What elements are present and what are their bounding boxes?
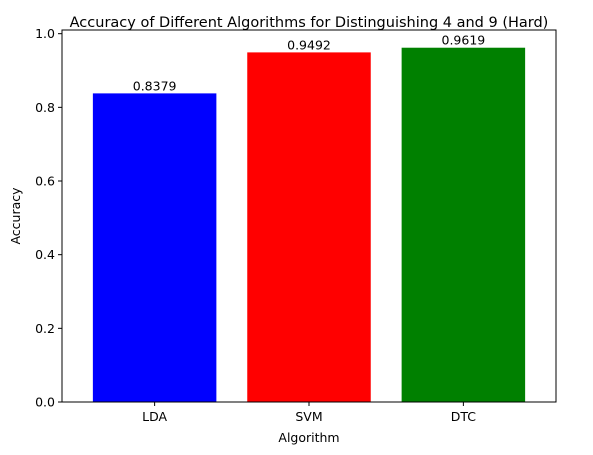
bars-layer: 0.8379 0.9492 0.9619 — [92, 33, 526, 403]
x-axis-label: Algorithm — [278, 430, 339, 445]
y-tick-label: 0.0 — [35, 395, 55, 410]
bar-value-label: 0.9492 — [287, 37, 331, 52]
y-tick-label: 0.6 — [35, 174, 55, 189]
ticks-layer: LDA SVM DTC 0.0 0.2 0.4 0.6 0.8 1.0 — [35, 26, 476, 424]
y-tick-label: 0.4 — [35, 247, 55, 262]
y-tick-label: 0.2 — [35, 321, 55, 336]
bar-lda — [92, 93, 217, 402]
bar-dtc — [401, 47, 526, 403]
bar-value-label: 0.8379 — [133, 78, 177, 93]
bar-value-label: 0.9619 — [442, 33, 486, 48]
y-tick-label: 1.0 — [35, 26, 55, 41]
chart-title: Accuracy of Different Algorithms for Dis… — [70, 15, 549, 31]
x-tick-label: DTC — [451, 409, 477, 424]
y-axis-label: Accuracy — [8, 187, 23, 245]
bar-svm — [247, 52, 371, 402]
plot-frame — [61, 29, 557, 403]
y-tick-label: 0.8 — [35, 100, 55, 115]
x-tick-label: SVM — [295, 409, 322, 424]
x-tick-label: LDA — [142, 409, 167, 424]
